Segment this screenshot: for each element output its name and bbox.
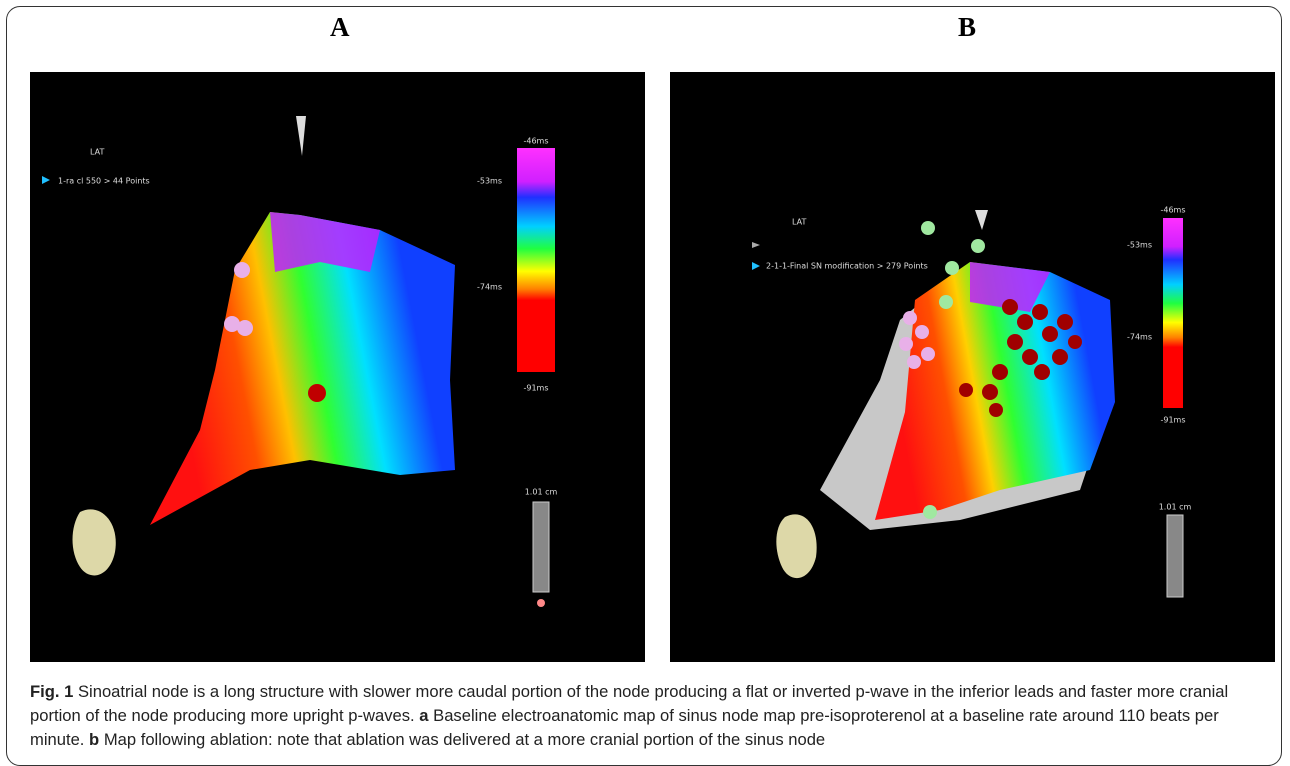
catheter-icon [975,210,988,230]
panel-label: B [958,12,976,43]
scale-label: -74ms [477,283,502,292]
map-dot [921,221,935,235]
map-dot [915,325,929,339]
map-dot [921,347,935,361]
catheter-icon [296,116,306,156]
arrow-icon [42,176,50,184]
marker-point [234,262,250,278]
caption-text: Map following ablation: note that ablati… [104,730,825,749]
early-region [270,212,380,272]
map-image-b: LAT 2-1-1-Final SN modification > 279 Po… [670,72,1275,662]
map-dot [1034,364,1050,380]
map-dot [945,261,959,275]
map-dot [899,337,913,351]
map-dot [1017,314,1033,330]
panel-ref: a [419,706,428,725]
map-dot [971,239,985,253]
panel-ref: b [89,730,99,749]
body: A B LAT 1-ra cl 550 > 44 Points -46ms -5… [0,0,1290,758]
scale-label: -46ms [1160,206,1185,215]
marker-point [237,320,253,336]
map-label: LAT [792,218,806,227]
map-dot [1007,334,1023,350]
arrow-icon [752,262,760,270]
heart-icon [776,514,816,578]
arrow-icon [752,242,760,248]
map-dot [923,505,937,519]
scale-label: -46ms [523,137,548,146]
scale-label: -74ms [1127,333,1152,342]
color-scale [1163,218,1183,408]
dataset-label: 1-ra cl 550 > 44 Points [58,177,150,186]
map-dot [939,295,953,309]
map-dot [1032,304,1048,320]
ruler-label: 1.01 cm [525,488,558,497]
ruler [1167,515,1183,597]
map-dot [989,403,1003,417]
page: Figure {"panels":[ {"label":"A","overlay… [0,0,1290,758]
scale-label: -91ms [1160,416,1185,425]
ruler-label: 1.01 cm [1159,503,1192,512]
color-scale [517,148,555,372]
map-dot [1068,335,1082,349]
ruler-dot [537,599,545,607]
caption: Fig. 1 Sinoatrial node is a long structu… [30,680,1270,752]
map-dot [1057,314,1073,330]
scale-label: -53ms [1127,241,1152,250]
ruler [533,502,549,592]
heart-icon [73,509,116,575]
map-dot [1042,326,1058,342]
panel-label: A [330,12,350,43]
scale-label: -91ms [523,384,548,393]
map-dot [907,355,921,369]
scale-label: -53ms [477,177,502,186]
ablation-point [308,384,326,402]
map-dot [992,364,1008,380]
map-dot [1022,349,1038,365]
map-label: LAT [90,148,104,157]
map-image-a: LAT 1-ra cl 550 > 44 Points -46ms -53ms … [30,72,645,662]
figure-number: Fig. 1 [30,682,73,701]
map-dot [1002,299,1018,315]
map-dot [1052,349,1068,365]
map-dot [959,383,973,397]
map-dot [982,384,998,400]
dataset-label: 2-1-1-Final SN modification > 279 Points [766,262,928,271]
map-dot [903,311,917,325]
